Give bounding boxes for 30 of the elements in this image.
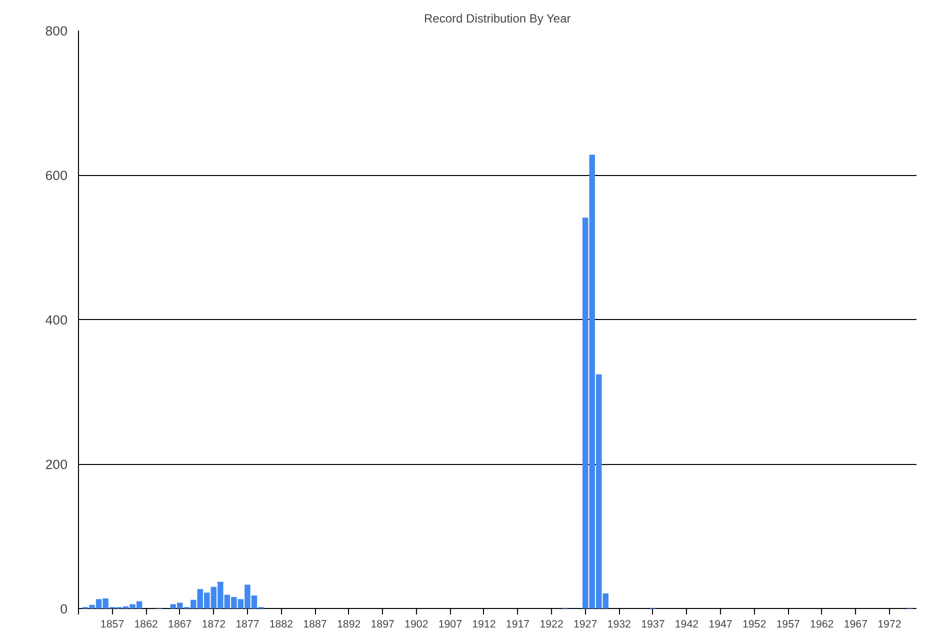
x-tick-label: 1897	[370, 618, 395, 630]
x-tick-label: 1967	[844, 618, 868, 630]
x-tick-label: 1972	[878, 618, 902, 630]
x-tick-label: 1927	[574, 618, 598, 630]
x-tick-label: 1882	[269, 618, 294, 630]
x-tick-label: 1857	[100, 618, 124, 630]
x-tick-label: 1917	[506, 618, 530, 630]
x-tick-label: 1887	[303, 618, 327, 630]
x-tick-label: 1937	[641, 618, 665, 630]
x-tick-label: 1877	[236, 618, 260, 630]
x-tick-label: 1872	[202, 618, 226, 630]
x-tick-label: 1912	[472, 618, 496, 630]
x-tick-label: 1957	[776, 618, 800, 630]
y-tick-label: 0	[60, 602, 68, 616]
x-tick-label: 1947	[708, 618, 732, 630]
x-tick-label: 1942	[674, 618, 699, 630]
y-tick-label: 800	[45, 24, 68, 38]
x-tick-label: 1867	[168, 618, 192, 630]
x-tick-label: 1932	[607, 618, 632, 630]
x-tick-label: 1892	[336, 618, 361, 630]
x-tick-label: 1907	[438, 618, 462, 630]
y-tick-label: 400	[45, 312, 68, 328]
x-tick-label: 1962	[810, 618, 834, 630]
y-tick-label: 200	[45, 457, 68, 472]
chart-title: Record Distribution By Year	[424, 12, 571, 26]
y-tick-label: 600	[45, 168, 68, 183]
x-tick-label: 1862	[134, 618, 158, 630]
x-tick-label: 1952	[742, 618, 766, 630]
x-tick-label: 1902	[404, 618, 428, 630]
x-tick-label: 1922	[540, 618, 564, 630]
